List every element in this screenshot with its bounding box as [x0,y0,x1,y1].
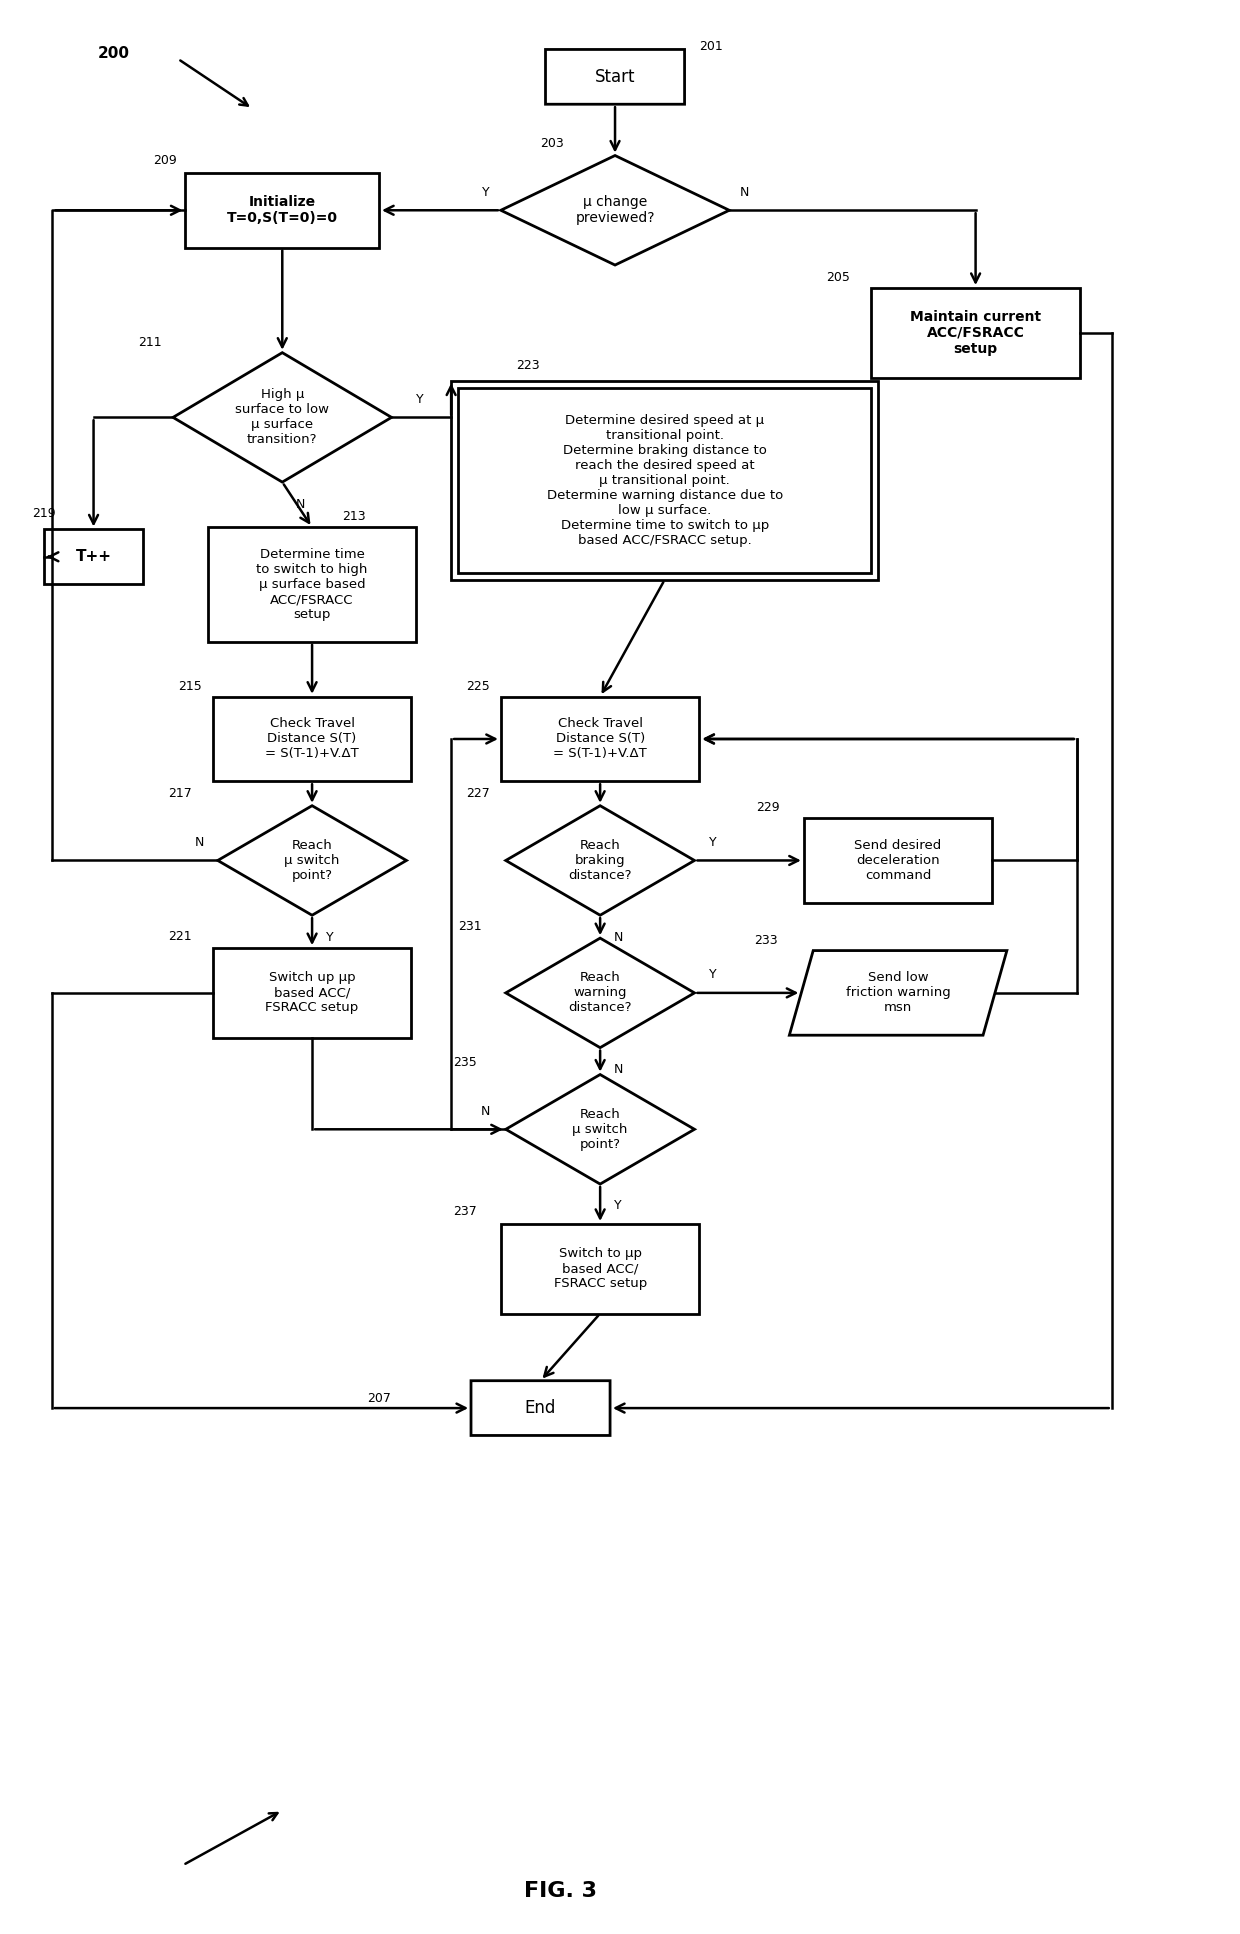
Text: 235: 235 [453,1056,477,1070]
Bar [451,381,878,580]
Polygon shape [506,938,694,1048]
Text: Y: Y [708,969,717,981]
Text: 219: 219 [32,507,56,520]
Text: N: N [739,186,749,199]
Text: T++: T++ [76,549,112,565]
Text: Y: Y [482,186,490,199]
Text: Initialize
T=0,S(T=0)=0: Initialize T=0,S(T=0)=0 [227,195,337,226]
Text: Reach
braking
distance?: Reach braking distance? [568,839,632,882]
Text: Reach
μ switch
point?: Reach μ switch point? [284,839,340,882]
Text: 221: 221 [169,930,192,942]
Text: 217: 217 [169,787,192,801]
Text: Send low
friction warning
msn: Send low friction warning msn [846,971,951,1015]
Text: N: N [614,930,622,944]
Bar [186,172,379,248]
Text: 200: 200 [98,46,129,62]
Text: 215: 215 [179,679,202,692]
Text: 227: 227 [466,787,490,801]
Polygon shape [501,155,729,265]
Text: FIG. 3: FIG. 3 [525,1882,596,1901]
Text: μ change
previewed?: μ change previewed? [575,195,655,226]
Text: 203: 203 [541,137,564,151]
Text: 213: 213 [342,511,366,524]
Text: 231: 231 [458,921,481,932]
Text: Y: Y [415,393,423,406]
Text: 201: 201 [699,41,723,54]
Text: Reach
μ switch
point?: Reach μ switch point? [573,1108,627,1151]
Text: Switch to μp
based ACC/
FSRACC setup: Switch to μp based ACC/ FSRACC setup [553,1247,647,1290]
Bar [213,948,412,1039]
Bar [872,288,1080,377]
Text: Send desired
deceleration
command: Send desired deceleration command [854,839,941,882]
Text: Check Travel
Distance S(T)
= S(T-1)+V.ΔT: Check Travel Distance S(T) = S(T-1)+V.ΔT [265,718,358,760]
Text: End: End [525,1398,557,1418]
Text: Check Travel
Distance S(T)
= S(T-1)+V.ΔT: Check Travel Distance S(T) = S(T-1)+V.ΔT [553,718,647,760]
Text: Determine desired speed at μ
transitional point.
Determine braking distance to
r: Determine desired speed at μ transitiona… [547,414,782,547]
Text: Y: Y [326,930,334,944]
Text: N: N [295,497,305,511]
Text: Start: Start [595,68,635,85]
Text: Y: Y [708,835,717,849]
Text: N: N [614,1064,622,1075]
Bar [43,530,144,584]
Text: Y: Y [614,1199,621,1213]
FancyBboxPatch shape [471,1381,610,1435]
Text: 211: 211 [138,337,162,350]
Polygon shape [790,952,1007,1035]
Bar [213,696,412,781]
Text: 209: 209 [154,155,177,166]
Text: 205: 205 [827,271,851,284]
Bar [208,528,417,642]
Text: Determine time
to switch to high
μ surface based
ACC/FSRACC
setup: Determine time to switch to high μ surfa… [257,547,368,621]
Text: 229: 229 [756,801,780,814]
Polygon shape [506,806,694,915]
Text: 225: 225 [466,679,490,692]
Text: N: N [195,835,205,849]
Text: Maintain current
ACC/FSRACC
setup: Maintain current ACC/FSRACC setup [910,309,1042,356]
Polygon shape [506,1075,694,1184]
FancyBboxPatch shape [546,50,684,104]
Text: High μ
surface to low
μ surface
transition?: High μ surface to low μ surface transiti… [236,389,330,447]
Text: Switch up μp
based ACC/
FSRACC setup: Switch up μp based ACC/ FSRACC setup [265,971,358,1015]
Bar [804,818,992,903]
Text: 223: 223 [516,360,539,371]
Polygon shape [174,352,392,482]
Bar [501,696,699,781]
Bar [458,387,872,572]
Text: N: N [481,1104,491,1118]
Bar [501,1224,699,1313]
Text: Reach
warning
distance?: Reach warning distance? [568,971,632,1015]
Text: 237: 237 [453,1205,477,1218]
Polygon shape [218,806,407,915]
Text: 233: 233 [754,934,777,946]
Text: 207: 207 [367,1392,391,1404]
